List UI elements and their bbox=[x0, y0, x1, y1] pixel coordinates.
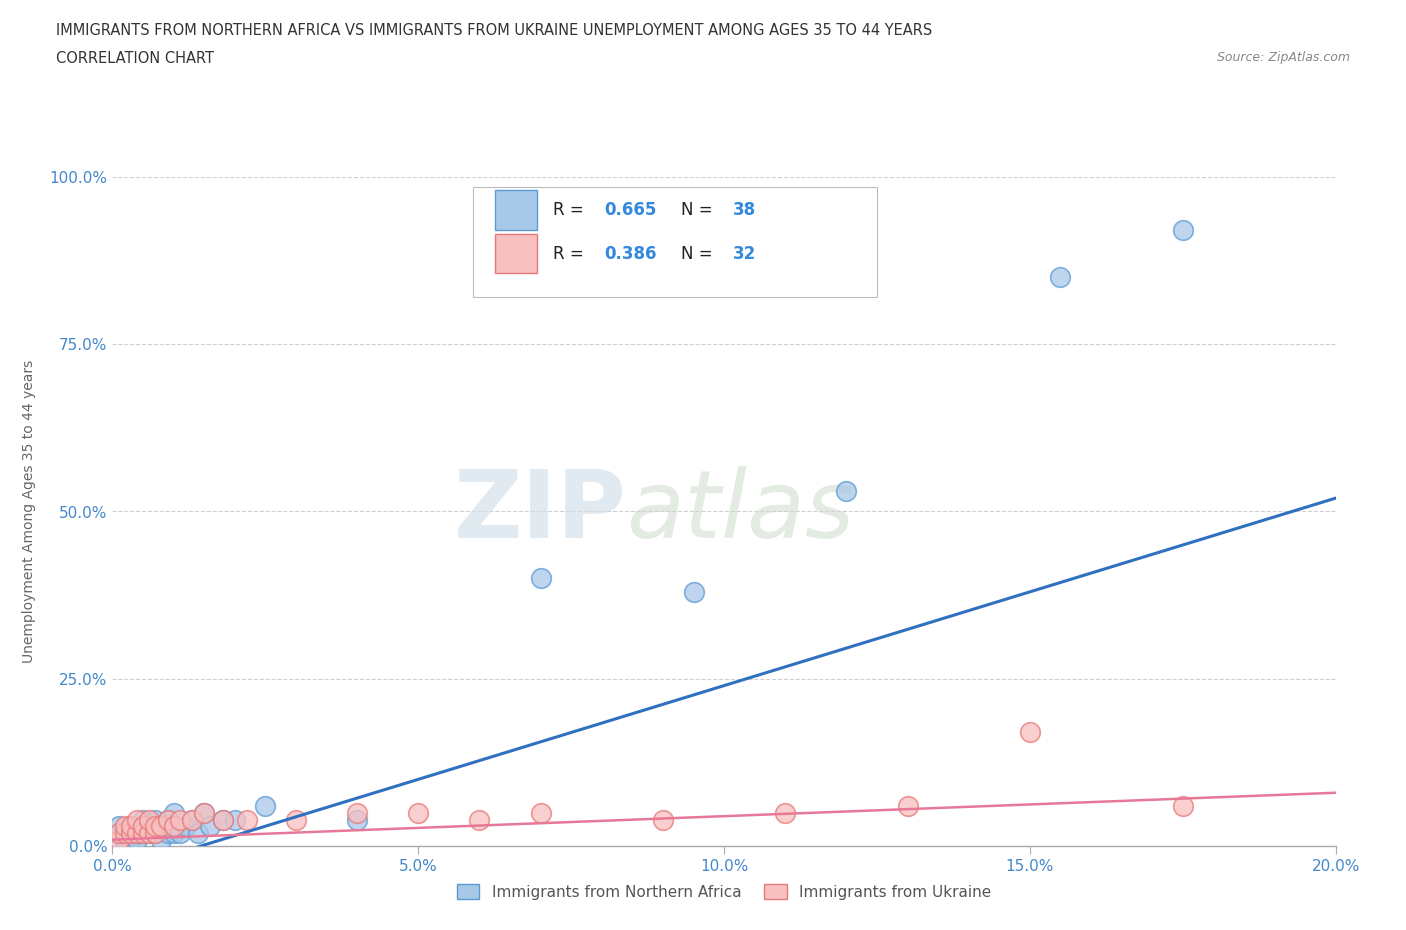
Immigrants from Northern Africa bbox=[150, 832, 173, 847]
Immigrants from Ukraine bbox=[120, 818, 142, 833]
Immigrants from Northern Africa bbox=[163, 805, 186, 820]
Immigrants from Northern Africa bbox=[132, 812, 155, 827]
Immigrants from Ukraine bbox=[236, 812, 259, 827]
Immigrants from Ukraine bbox=[1018, 725, 1040, 740]
Immigrants from Northern Africa bbox=[132, 826, 155, 841]
Y-axis label: Unemployment Among Ages 35 to 44 years: Unemployment Among Ages 35 to 44 years bbox=[21, 360, 35, 663]
Immigrants from Northern Africa bbox=[1171, 223, 1194, 238]
Immigrants from Northern Africa bbox=[138, 826, 160, 841]
FancyBboxPatch shape bbox=[495, 234, 537, 273]
Immigrants from Ukraine bbox=[138, 812, 160, 827]
Immigrants from Ukraine bbox=[143, 818, 166, 833]
Immigrants from Northern Africa bbox=[211, 812, 233, 827]
Text: ZIP: ZIP bbox=[453, 466, 626, 557]
Immigrants from Ukraine bbox=[138, 826, 160, 841]
Immigrants from Ukraine bbox=[150, 818, 173, 833]
Immigrants from Ukraine bbox=[468, 812, 491, 827]
Immigrants from Northern Africa bbox=[200, 818, 222, 833]
Legend: Immigrants from Northern Africa, Immigrants from Ukraine: Immigrants from Northern Africa, Immigra… bbox=[450, 877, 998, 906]
Immigrants from Ukraine bbox=[107, 826, 129, 841]
Immigrants from Northern Africa bbox=[107, 818, 129, 833]
Immigrants from Ukraine bbox=[284, 812, 308, 827]
Immigrants from Ukraine bbox=[125, 812, 148, 827]
Text: R =: R = bbox=[553, 245, 589, 262]
Immigrants from Northern Africa bbox=[187, 826, 209, 841]
Text: R =: R = bbox=[553, 201, 589, 219]
Text: 0.386: 0.386 bbox=[605, 245, 657, 262]
Immigrants from Ukraine bbox=[193, 805, 215, 820]
Immigrants from Northern Africa bbox=[174, 818, 197, 833]
Immigrants from Ukraine bbox=[181, 812, 204, 827]
Immigrants from Ukraine bbox=[156, 812, 179, 827]
Text: N =: N = bbox=[682, 245, 718, 262]
Immigrants from Northern Africa bbox=[125, 832, 148, 847]
Immigrants from Ukraine bbox=[169, 812, 191, 827]
Text: 38: 38 bbox=[733, 201, 756, 219]
Immigrants from Northern Africa bbox=[346, 812, 368, 827]
Immigrants from Northern Africa bbox=[530, 571, 553, 586]
Immigrants from Northern Africa bbox=[181, 812, 204, 827]
Text: IMMIGRANTS FROM NORTHERN AFRICA VS IMMIGRANTS FROM UKRAINE UNEMPLOYMENT AMONG AG: IMMIGRANTS FROM NORTHERN AFRICA VS IMMIG… bbox=[56, 23, 932, 38]
Immigrants from Northern Africa bbox=[224, 812, 246, 827]
Immigrants from Ukraine bbox=[163, 818, 186, 833]
Immigrants from Northern Africa bbox=[120, 818, 142, 833]
Immigrants from Ukraine bbox=[114, 826, 136, 841]
Immigrants from Ukraine bbox=[1171, 799, 1194, 814]
Immigrants from Ukraine bbox=[211, 812, 233, 827]
Immigrants from Ukraine bbox=[125, 826, 148, 841]
Immigrants from Ukraine bbox=[120, 826, 142, 841]
Immigrants from Northern Africa bbox=[107, 826, 129, 841]
Immigrants from Northern Africa bbox=[682, 584, 704, 599]
Text: 32: 32 bbox=[733, 245, 756, 262]
Immigrants from Northern Africa bbox=[193, 805, 215, 820]
Immigrants from Northern Africa bbox=[254, 799, 277, 814]
Immigrants from Ukraine bbox=[775, 805, 797, 820]
Immigrants from Northern Africa bbox=[138, 818, 160, 833]
Immigrants from Northern Africa bbox=[114, 826, 136, 841]
Immigrants from Ukraine bbox=[132, 818, 155, 833]
Immigrants from Ukraine bbox=[530, 805, 553, 820]
Text: atlas: atlas bbox=[626, 466, 855, 557]
Immigrants from Northern Africa bbox=[163, 826, 186, 841]
Immigrants from Northern Africa bbox=[1049, 270, 1071, 285]
Immigrants from Ukraine bbox=[346, 805, 368, 820]
Immigrants from Ukraine bbox=[897, 799, 920, 814]
Immigrants from Northern Africa bbox=[125, 826, 148, 841]
Text: N =: N = bbox=[682, 201, 718, 219]
Immigrants from Northern Africa bbox=[120, 832, 142, 847]
Immigrants from Northern Africa bbox=[156, 812, 179, 827]
Immigrants from Northern Africa bbox=[169, 826, 191, 841]
Immigrants from Northern Africa bbox=[156, 826, 179, 841]
Immigrants from Ukraine bbox=[107, 832, 129, 847]
Immigrants from Northern Africa bbox=[835, 484, 858, 498]
Immigrants from Ukraine bbox=[114, 818, 136, 833]
Immigrants from Northern Africa bbox=[107, 832, 129, 847]
Immigrants from Ukraine bbox=[132, 826, 155, 841]
Immigrants from Ukraine bbox=[143, 826, 166, 841]
Text: CORRELATION CHART: CORRELATION CHART bbox=[56, 51, 214, 66]
Immigrants from Northern Africa bbox=[132, 818, 155, 833]
Immigrants from Ukraine bbox=[652, 812, 675, 827]
Text: Source: ZipAtlas.com: Source: ZipAtlas.com bbox=[1216, 51, 1350, 64]
Immigrants from Ukraine bbox=[408, 805, 430, 820]
Immigrants from Northern Africa bbox=[114, 832, 136, 847]
Text: 0.665: 0.665 bbox=[605, 201, 657, 219]
FancyBboxPatch shape bbox=[495, 191, 537, 230]
Immigrants from Northern Africa bbox=[143, 812, 166, 827]
Immigrants from Northern Africa bbox=[150, 818, 173, 833]
FancyBboxPatch shape bbox=[474, 187, 877, 298]
Immigrants from Northern Africa bbox=[120, 826, 142, 841]
Immigrants from Northern Africa bbox=[143, 826, 166, 841]
